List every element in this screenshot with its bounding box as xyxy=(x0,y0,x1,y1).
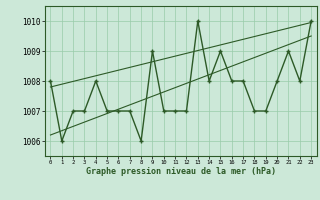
X-axis label: Graphe pression niveau de la mer (hPa): Graphe pression niveau de la mer (hPa) xyxy=(86,167,276,176)
